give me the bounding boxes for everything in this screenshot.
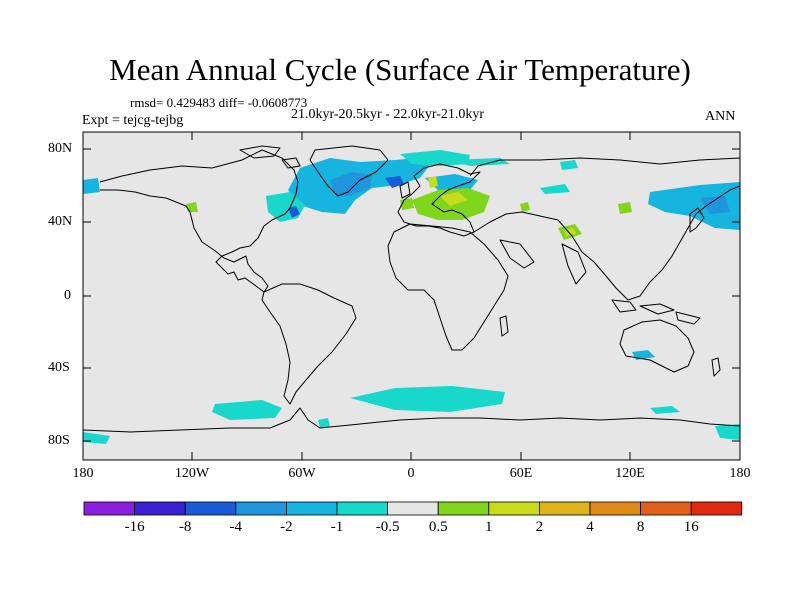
anomaly-alaska-warm bbox=[186, 202, 198, 212]
anomaly-pacific-small bbox=[560, 160, 578, 170]
colorbar-label: -8 bbox=[178, 519, 192, 535]
season-label: ANN bbox=[705, 109, 736, 124]
colorbar-label: 0.5 bbox=[428, 519, 448, 535]
coast-south-america bbox=[261, 283, 357, 405]
colorbar-label: -2 bbox=[280, 519, 293, 535]
anomaly-nova-scotia bbox=[288, 206, 300, 218]
y-tick-80s: 80S bbox=[48, 433, 70, 448]
coast-indonesia bbox=[611, 299, 701, 325]
x-tick-180-right: 180 bbox=[729, 466, 751, 481]
colorbar-swatch-5 bbox=[336, 501, 388, 516]
x-tick-120e: 120E bbox=[615, 466, 645, 481]
colorbar-label: 8 bbox=[636, 519, 645, 535]
anomaly-arctic-stripe bbox=[450, 158, 510, 166]
coast-africa bbox=[387, 223, 509, 351]
map-title: Mean Annual Cycle (Surface Air Temperatu… bbox=[109, 52, 691, 87]
anomaly-scandinavia-warm bbox=[428, 176, 438, 188]
anomaly-west-edge bbox=[83, 178, 100, 194]
coast-madagascar bbox=[499, 315, 509, 337]
anomaly-europe-core bbox=[440, 192, 468, 206]
anomaly-ural bbox=[540, 184, 570, 194]
anomaly-southern-ocean-1 bbox=[212, 400, 282, 420]
coast-canadian-islands bbox=[239, 145, 301, 169]
anomaly-caspian-warm bbox=[520, 202, 530, 212]
warm-anomalies bbox=[186, 176, 632, 240]
tick-marks bbox=[82, 132, 741, 460]
coast-uk bbox=[399, 181, 411, 199]
colorbar-swatch-12 bbox=[690, 501, 743, 516]
coast-asia bbox=[469, 157, 741, 301]
coast-arabia-india bbox=[499, 239, 587, 285]
colorbar-swatch-1 bbox=[134, 501, 186, 516]
coast-europe bbox=[397, 163, 481, 237]
colorbar-swatch-8 bbox=[488, 501, 540, 516]
plot-background bbox=[83, 132, 740, 460]
colorbar-label: -1 bbox=[330, 519, 344, 535]
anomaly-antarctic-edge-right bbox=[715, 424, 740, 440]
y-tick-80n: 80N bbox=[48, 141, 73, 156]
colorbar-swatch-10 bbox=[589, 501, 641, 516]
colorbar-swatch-4 bbox=[285, 501, 338, 516]
coast-north-america bbox=[99, 149, 299, 293]
colorbar bbox=[83, 501, 743, 516]
colorbar-label: 4 bbox=[586, 519, 594, 535]
y-tick-40s: 40S bbox=[48, 360, 70, 375]
anomaly-southern-ocean-3 bbox=[650, 406, 680, 414]
anomaly-baltic bbox=[425, 174, 478, 192]
coast-greenland bbox=[309, 145, 389, 197]
x-tick-120w: 120W bbox=[174, 466, 210, 481]
x-tick-180-left: 180 bbox=[72, 466, 94, 481]
y-tick-0: 0 bbox=[64, 288, 71, 303]
coast-antarctica bbox=[82, 407, 741, 433]
coast-australia bbox=[619, 319, 695, 373]
x-tick-0: 0 bbox=[407, 466, 415, 481]
coastlines bbox=[82, 145, 741, 433]
colorbar-swatch-3 bbox=[235, 501, 287, 516]
cold-anomalies bbox=[83, 150, 740, 444]
x-tick-60e: 60E bbox=[509, 466, 533, 481]
anomaly-siberia-warm bbox=[618, 202, 632, 214]
colorbar-label: 1 bbox=[485, 519, 493, 535]
colorbar-label: -0.5 bbox=[375, 519, 400, 535]
time-period-label: 21.0kyr-20.5kyr - 22.0kyr-21.0kyr bbox=[291, 107, 485, 122]
anomaly-norway-sea bbox=[400, 150, 470, 166]
y-tick-40n: 40N bbox=[48, 214, 73, 229]
colorbar-label: -16 bbox=[124, 519, 145, 535]
anomaly-small-ross bbox=[318, 418, 330, 428]
coast-new-zealand bbox=[711, 357, 721, 377]
x-tick-60w: 60W bbox=[288, 466, 316, 481]
colorbar-swatch-11 bbox=[640, 501, 692, 516]
colorbar-swatch-9 bbox=[539, 501, 591, 516]
anomaly-kamchatka-core bbox=[700, 196, 730, 214]
coast-japan bbox=[689, 207, 705, 233]
colorbar-swatch-6 bbox=[387, 501, 439, 516]
anomaly-southern-ocean-2 bbox=[350, 386, 505, 412]
colorbar-label: 16 bbox=[683, 519, 699, 535]
colorbar-swatch-7 bbox=[437, 501, 490, 516]
colorbar-label: -4 bbox=[229, 519, 243, 535]
colorbar-label: 2 bbox=[535, 519, 544, 535]
colorbar-swatch-0 bbox=[83, 501, 135, 516]
rmsd-diff-stats: rmsd= 0.429483 diff= -0.0608773 bbox=[130, 95, 308, 110]
colorbar-swatch-2 bbox=[184, 501, 237, 516]
anomaly-greenland-core bbox=[330, 172, 372, 196]
anomaly-east-asia bbox=[648, 182, 740, 230]
anomaly-deep-spot bbox=[385, 176, 404, 188]
experiment-label: Expt = tejcg-tejbg bbox=[82, 113, 184, 128]
